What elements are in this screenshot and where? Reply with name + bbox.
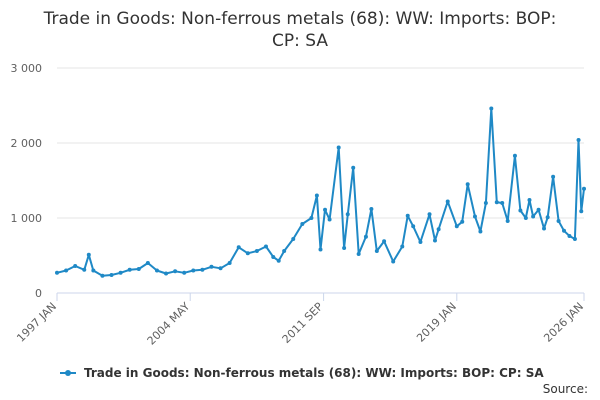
data-point <box>551 174 556 179</box>
legend-label: Trade in Goods: Non-ferrous metals (68):… <box>84 366 544 380</box>
data-point <box>460 219 465 224</box>
data-point <box>327 217 332 222</box>
data-point <box>382 239 387 244</box>
data-point <box>500 201 505 205</box>
data-point <box>351 165 356 170</box>
data-point <box>191 268 196 273</box>
data-point <box>405 213 410 218</box>
data-point <box>136 267 141 271</box>
data-point <box>254 249 259 253</box>
data-point <box>531 214 536 219</box>
data-point <box>567 234 572 238</box>
data-point <box>218 266 223 271</box>
data-point <box>454 224 459 229</box>
data-point <box>576 138 581 142</box>
data-point <box>512 153 517 158</box>
chart-title: Trade in Goods: Non-ferrous metals (68):… <box>43 9 557 51</box>
data-point <box>483 201 488 205</box>
data-point <box>100 273 105 278</box>
data-point <box>282 249 287 253</box>
data-point <box>369 207 374 211</box>
data-point <box>363 234 368 239</box>
data-point <box>245 251 250 256</box>
data-point <box>527 198 532 202</box>
data-point <box>523 216 528 220</box>
y-tick-label: 0 <box>35 287 42 300</box>
data-point <box>323 207 328 212</box>
data-point <box>545 215 550 220</box>
y-tick-label: 2 000 <box>11 137 43 150</box>
data-point <box>236 245 241 250</box>
data-point <box>173 269 178 274</box>
data-point <box>342 246 347 250</box>
source-label: Source: <box>542 382 588 396</box>
data-point <box>562 228 567 233</box>
data-point <box>536 207 541 212</box>
data-point <box>579 209 584 214</box>
data-point <box>55 270 59 275</box>
data-point <box>73 264 78 268</box>
data-point <box>291 237 296 241</box>
data-point <box>427 212 432 217</box>
data-point <box>391 259 396 264</box>
x-tick-label: 2019 JAN <box>414 300 459 345</box>
data-point <box>445 199 450 204</box>
data-point <box>82 267 87 272</box>
data-point <box>432 238 437 243</box>
data-point <box>271 255 276 259</box>
data-point <box>400 244 405 249</box>
data-point <box>542 226 547 231</box>
x-tick-label: 1997 JAN <box>14 300 59 345</box>
data-point <box>518 208 523 213</box>
data-point <box>356 252 361 256</box>
data-point <box>418 240 423 244</box>
x-tick-label: 2026 JAN <box>541 300 586 345</box>
data-point <box>556 219 561 223</box>
data-point <box>91 268 96 273</box>
data-point <box>309 216 314 220</box>
x-tick-label: 2011 SEP <box>280 300 326 346</box>
data-point <box>411 224 416 229</box>
data-point <box>127 267 132 272</box>
data-point <box>436 227 441 232</box>
data-point <box>489 106 494 111</box>
y-tick-label: 3 000 <box>11 62 43 75</box>
data-point <box>505 219 510 223</box>
data-point <box>209 264 214 269</box>
data-point <box>465 182 470 187</box>
data-point <box>276 258 281 263</box>
data-point <box>318 247 323 252</box>
data-point <box>300 222 305 226</box>
data-point <box>336 145 341 150</box>
y-tick-label: 1 000 <box>11 212 43 225</box>
data-point <box>118 270 123 275</box>
data-point <box>86 252 91 257</box>
data-point <box>154 268 159 273</box>
legend-series-marker-icon <box>60 368 76 378</box>
x-tick-label: 2004 MAY <box>145 300 193 348</box>
data-point <box>227 261 232 265</box>
data-point <box>164 271 169 276</box>
data-point <box>345 212 350 217</box>
data-point <box>263 244 268 249</box>
data-point <box>182 270 187 275</box>
data-point <box>109 273 114 277</box>
legend-item[interactable]: Trade in Goods: Non-ferrous metals (68):… <box>60 366 560 380</box>
data-point <box>478 229 483 234</box>
data-point <box>572 237 577 241</box>
data-point <box>314 193 319 198</box>
data-point <box>494 200 499 205</box>
data-point <box>64 268 69 273</box>
data-point <box>582 186 586 191</box>
data-point <box>374 249 379 253</box>
data-point <box>200 267 205 272</box>
data-point <box>472 214 477 219</box>
data-point <box>145 261 150 265</box>
